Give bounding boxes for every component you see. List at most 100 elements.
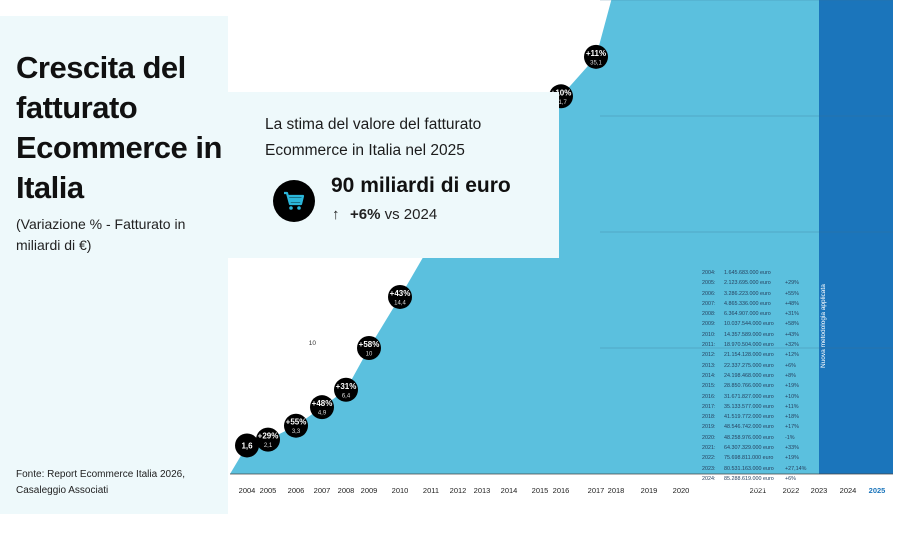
table-row: 2017: 35.133.577.000 euro +11%	[702, 402, 818, 412]
x-tick-label: 2019	[641, 486, 658, 495]
data-point	[310, 395, 334, 420]
table-amount: 64.307.329.000 euro	[724, 445, 774, 452]
table-row: 2023: 80.531.163.000 euro +27,14%	[702, 464, 818, 474]
x-tick-label: 2007	[314, 486, 331, 495]
x-tick-label: 2011	[423, 486, 439, 495]
data-point	[256, 427, 280, 452]
table-year: 2019:	[702, 424, 716, 431]
change-label: +10%	[551, 88, 572, 97]
data-point	[284, 413, 308, 438]
value-label: 31,7	[555, 100, 567, 106]
data-point	[388, 284, 412, 309]
table-percent: +10%	[785, 393, 799, 400]
title-panel	[0, 16, 228, 514]
table-row: 2013: 22.337.275.000 euro +6%	[702, 361, 818, 371]
table-percent: +55%	[785, 290, 799, 297]
x-tick-label: 2005	[260, 486, 277, 495]
table-amount: 4.865.336.000 euro	[724, 300, 771, 307]
table-percent: +11%	[785, 403, 799, 410]
table-year: 2018:	[702, 414, 716, 421]
table-row: 2020: 48.258.976.000 euro -1%	[702, 433, 818, 443]
x-tick-label: 2020	[673, 486, 690, 495]
table-year: 2007:	[702, 300, 716, 307]
data-point	[334, 377, 358, 402]
arrow-up-icon: ↑	[332, 206, 340, 223]
table-year: 2024:	[702, 475, 716, 482]
table-amount: 48.546.742.000 euro	[724, 424, 774, 431]
x-tick-label: 2024	[840, 486, 857, 495]
table-row: 2014: 24.198.468.000 euro +8%	[702, 371, 818, 381]
table-row: 2008: 6.364.907.000 euro +31%	[702, 309, 818, 319]
estimate-value: 90 miliardi di euro	[331, 174, 511, 197]
table-year: 2017:	[702, 403, 716, 410]
change-label: +48%	[312, 399, 333, 408]
table-percent: +6%	[785, 362, 796, 369]
value-label: 3,3	[292, 429, 301, 435]
yearly-revenue-table: 2004: 1.645.683.000 euro 2005: 2.123.695.00…	[702, 268, 818, 492]
table-amount: 85.288.619.000 euro	[724, 475, 774, 482]
table-year: 2015:	[702, 383, 716, 390]
table-amount: 14.357.589.000 euro	[724, 331, 774, 338]
table-row: 2007: 4.865.336.000 euro +48%	[702, 299, 818, 309]
callout-text: La stima del valore del fatturato Ecomme…	[265, 116, 482, 159]
table-year: 2012:	[702, 352, 716, 359]
table-row: 2005: 2.123.695.000 euro +29%	[702, 278, 818, 288]
estimate-change: ↑ +6% vs 2024	[332, 206, 437, 223]
x-tick-label: 2017	[588, 486, 605, 495]
table-percent: -1%	[785, 434, 795, 441]
table-amount: 28.850.766.000 euro	[724, 383, 774, 390]
table-amount: 2.123.695.000 euro	[724, 280, 771, 287]
table-row: 2024: 85.288.619.000 euro +6%	[702, 474, 818, 484]
value-label: 4,9	[318, 411, 327, 417]
table-percent: +18%	[785, 414, 799, 421]
table-row: 2022: 75.698.811.000 euro +19%	[702, 453, 818, 463]
x-tick-label: 2021	[750, 486, 767, 495]
table-amount: 21.154.128.000 euro	[724, 352, 774, 359]
estimate-callout: La stima del valore del fatturato Ecomme…	[228, 92, 559, 258]
x-tick-label: 2018	[608, 486, 625, 495]
table-year: 2025:	[702, 486, 716, 493]
table-row: 2019: 48.546.742.000 euro +17%	[702, 422, 818, 432]
change-label: +43%	[390, 289, 411, 298]
data-point	[235, 433, 259, 458]
x-tick-label: 2016	[553, 486, 570, 495]
table-percent: +33%	[785, 445, 799, 452]
table-row: 2012: 21.154.128.000 euro +12%	[702, 350, 818, 360]
new-methodology-band	[819, 0, 893, 474]
table-year: 2020:	[702, 434, 716, 441]
table-year: 2009:	[702, 321, 716, 328]
table-row: 2011: 18.970.504.000 euro +32%	[702, 340, 818, 350]
table-percent: +58%	[785, 321, 799, 328]
chart-title: Crescita del fatturato Ecommerce in Ital…	[16, 50, 222, 205]
table-percent: +29%	[785, 280, 799, 287]
table-amount: 41.519.772.000 euro	[724, 414, 774, 421]
table-year: 2010:	[702, 331, 716, 338]
value-label: 2,1	[264, 443, 273, 449]
table-year: 2013:	[702, 362, 716, 369]
change-label: +55%	[286, 418, 307, 427]
table-year: 2023:	[702, 465, 716, 472]
x-tick-label: 2022	[783, 486, 800, 495]
methodology-note: Nuova metodologia applicata	[820, 284, 827, 368]
table-percent: +6%	[785, 486, 796, 493]
x-tick-label: 2006	[288, 486, 305, 495]
table-year: 2004:	[702, 270, 716, 276]
table-row: 2016: 31.671.827.000 euro +10%	[702, 392, 818, 402]
table-percent: +43%	[785, 331, 799, 338]
table-year: 2022:	[702, 455, 716, 462]
change-value: +6%	[350, 206, 381, 223]
change-label: +58%	[359, 340, 380, 349]
x-tick-label: 2009	[361, 486, 378, 495]
table-year: 2006:	[702, 290, 716, 297]
table-amount: 24.198.468.000 euro	[724, 372, 774, 379]
table-amount: 35.133.577.000 euro	[724, 403, 774, 410]
table-amount: 90.517.072.000 euro	[724, 486, 774, 493]
table-amount: 1.645.683.000 euro	[724, 270, 771, 276]
table-year: 2021:	[702, 445, 716, 452]
table-percent: +27,14%	[785, 465, 807, 472]
table-year: 2011:	[702, 342, 716, 349]
table-amount: 10.037.544.000 euro	[724, 321, 774, 328]
table-year: 2014:	[702, 372, 716, 379]
table-row: 2021: 64.307.329.000 euro +33%	[702, 443, 818, 453]
